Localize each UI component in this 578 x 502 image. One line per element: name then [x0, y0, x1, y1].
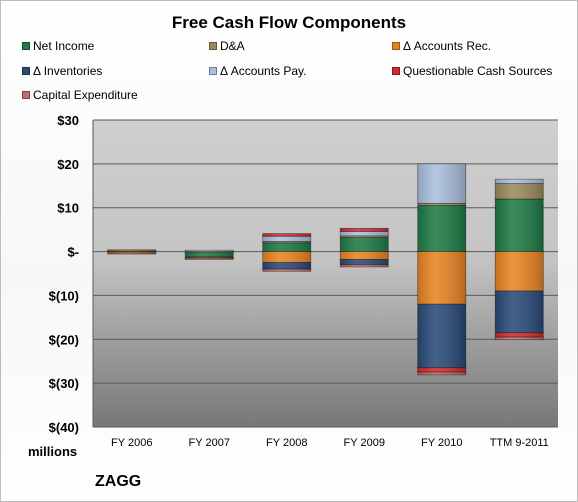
legend-swatch	[392, 67, 400, 75]
legend-item-accounts-pay: Δ Accounts Pay.	[209, 64, 307, 78]
bar-segment-shade	[495, 332, 544, 338]
bar-segment-shade	[417, 203, 466, 206]
bar-segment-shade	[185, 256, 234, 259]
legend-label: D&A	[220, 39, 245, 53]
x-tick-label: FY 2009	[344, 437, 385, 449]
bar-segment-shade	[340, 237, 389, 252]
legend-swatch	[22, 67, 30, 75]
legend-label: Net Income	[33, 39, 95, 53]
legend-item-capital-expenditure: Capital Expenditure	[22, 88, 138, 102]
plot-area	[93, 120, 558, 427]
bar-segment-shade	[262, 233, 311, 237]
bar-segment-shade	[185, 251, 234, 253]
bar-segment-shade	[495, 198, 544, 252]
bar-segment-shade	[262, 236, 311, 242]
legend-label: Δ Accounts Rec.	[403, 39, 492, 53]
y-tick-label: $20	[57, 157, 79, 172]
bar-segment-shade	[417, 205, 466, 252]
chart-title: Free Cash Flow Components	[171, 13, 407, 32]
x-tick-label: FY 2006	[111, 437, 152, 449]
y-tick-label: $30	[57, 113, 79, 128]
legend-label: Δ Accounts Pay.	[220, 64, 307, 78]
bar-segment-shade	[340, 264, 389, 267]
bar-segment-shade	[262, 262, 311, 270]
unit-label: millions	[28, 444, 78, 459]
bar-segment-shade	[417, 367, 466, 373]
bar-segment-shade	[107, 251, 156, 253]
y-tick-label: $(30)	[49, 376, 79, 391]
bar-segment-shade	[185, 251, 234, 257]
legend-item-inventories: Δ Inventories	[22, 64, 102, 78]
y-tick-label: $-	[67, 245, 79, 260]
y-tick-label: $(20)	[49, 332, 79, 347]
bar-segment-shade	[262, 242, 311, 252]
bar-segment-shade	[495, 337, 544, 340]
x-tick-label: FY 2010	[421, 437, 462, 449]
bar-segment-shade	[340, 235, 389, 238]
legend-swatch	[209, 67, 217, 75]
bar-segment-shade	[107, 252, 156, 255]
bar-segment-shade	[417, 251, 466, 305]
legend-swatch	[22, 91, 30, 99]
legend-swatch	[209, 42, 217, 50]
legend-item-net-income: Net Income	[22, 39, 94, 53]
bar-segment-shade	[340, 251, 389, 260]
bar-segment-shade	[262, 269, 311, 272]
legend-swatch	[22, 42, 30, 50]
legend-item-accounts-rec: Δ Accounts Rec.	[392, 39, 491, 53]
x-tick-label: FY 2008	[266, 437, 307, 449]
legend-label: Δ Inventories	[33, 64, 103, 78]
y-tick-label: $(10)	[49, 288, 79, 303]
bar-segment-shade	[107, 249, 156, 252]
y-tick-label: $10	[57, 201, 79, 216]
legend-item-questionable-cash: Questionable Cash Sources	[392, 64, 552, 78]
bar-segment-shade	[495, 183, 544, 199]
bar-segment-shade	[262, 241, 311, 243]
x-tick-label: TTM 9-2011	[490, 437, 549, 449]
legend-label: Questionable Cash Sources	[403, 64, 553, 78]
legend-label: Capital Expenditure	[33, 88, 138, 102]
bar-segment-shade	[340, 228, 389, 232]
legend-swatch	[392, 42, 400, 50]
bar-segment-shade	[340, 231, 389, 236]
bar-segment-shade	[340, 259, 389, 265]
bar-segment-shade	[495, 179, 544, 184]
bar-segment-shade	[495, 291, 544, 333]
y-tick-label: $(40)	[49, 420, 79, 435]
bar-segment-shade	[185, 250, 234, 252]
bar-segment-shade	[417, 163, 466, 204]
chart-legend: Net Income D&A Δ Accounts Rec. Δ Invento…	[0, 0, 578, 110]
legend-item-da: D&A	[209, 39, 245, 53]
company-label: ZAGG	[95, 473, 142, 490]
bar-segment-shade	[417, 304, 466, 368]
x-tick-label: FY 2007	[189, 437, 230, 449]
bar-segment-shade	[417, 372, 466, 375]
bar-segment-shade	[185, 258, 234, 260]
bar-segment-shade	[495, 251, 544, 292]
bar-segment-shade	[262, 251, 311, 263]
